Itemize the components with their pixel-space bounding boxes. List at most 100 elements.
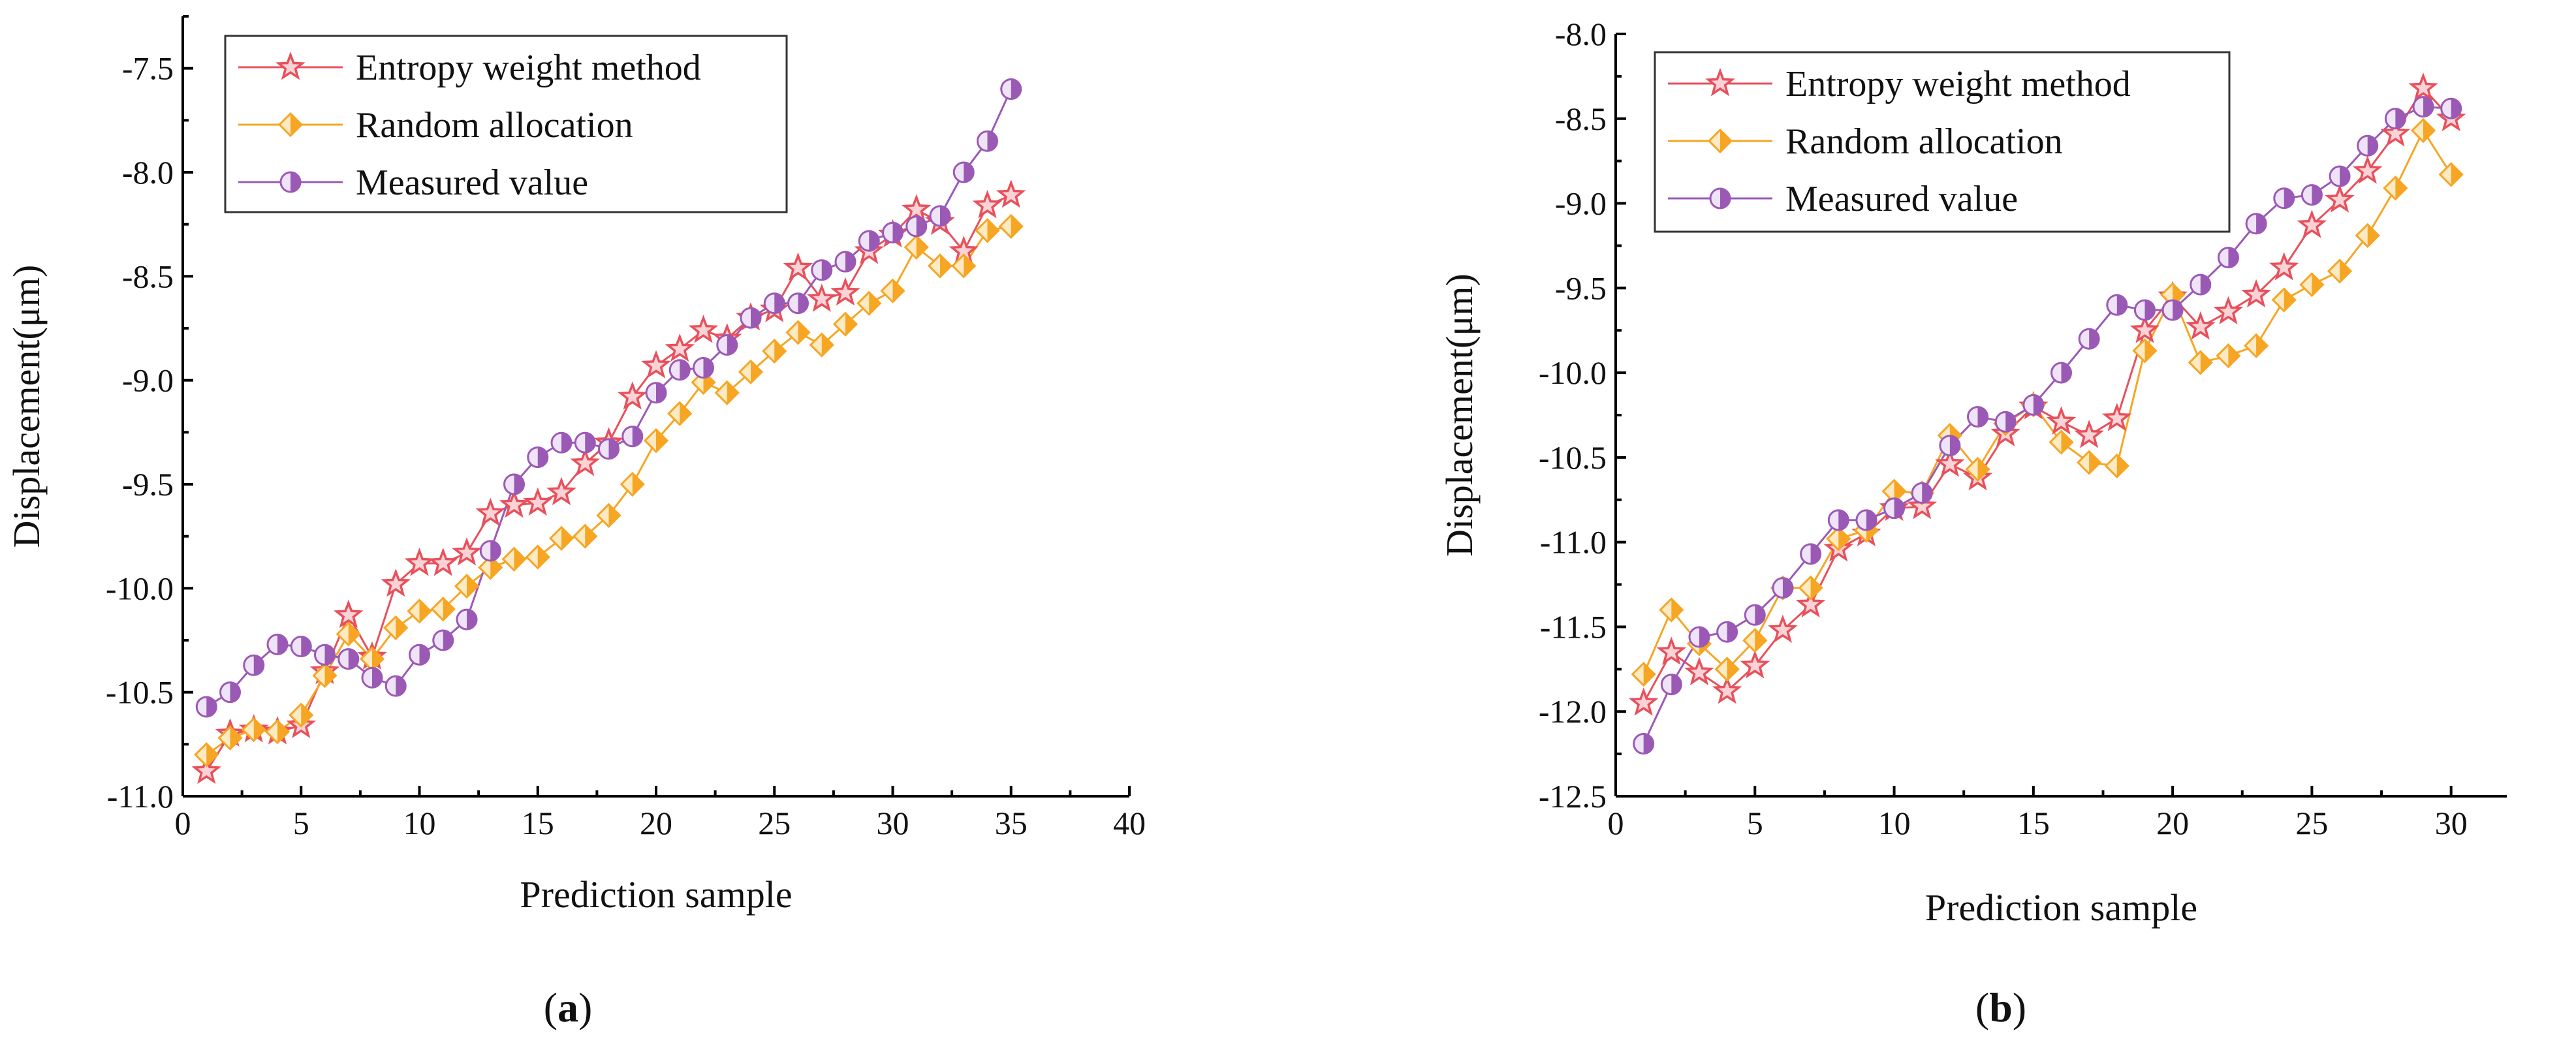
panel-b-series-0-point-2	[1684, 657, 1714, 685]
panel-a-series-1-point-27-fill	[845, 313, 856, 335]
panel-a-series-1-point-3	[264, 719, 291, 745]
panel-b-series-0-point-18	[2129, 315, 2160, 343]
panel-a-series-2-point-11-fill	[467, 610, 477, 630]
panel-a-series-2-point-26	[811, 259, 833, 281]
panel-b-series-1-point-7-fill	[1838, 527, 1850, 550]
panel-b-series-2-point-7-fill	[1838, 510, 1849, 530]
chart-panel-b: 0 5 10 15 20 25 30 -12.5-12.0-11.5-11.0-10.5-1…	[1438, 16, 2507, 1031]
panel-b-series-1-point-21-fill	[2228, 345, 2240, 367]
panel-a-series-0-point-18	[617, 381, 648, 410]
panel-b-series-2-point-25	[2329, 165, 2351, 187]
panel-a-series-2-point-32	[952, 161, 975, 183]
panel-b-series-2-point-16-fill	[2089, 329, 2099, 349]
panel-a-series-1-point-24	[762, 338, 787, 364]
panel-b-y-tick-label-3: -11.0	[1540, 524, 1607, 561]
panel-b-legend: Entropy weight method Random allocation Me…	[1654, 51, 2231, 233]
panel-b-series-1-point-26	[2355, 223, 2380, 248]
panel-a-series-0-point-11	[452, 537, 482, 566]
panel-a-series-2-point-13-fill	[514, 474, 524, 494]
panel-a-series-1-point-8	[383, 615, 409, 641]
panel-a-series-2-point-27	[834, 251, 856, 273]
panel-a-series-2-point-15-fill	[561, 433, 572, 453]
panel-b-x-ticks: 0 5 10 15 20 25 30	[1608, 786, 2468, 841]
panel-a-series-1-point-33-fill	[987, 219, 999, 242]
panel-b-y-tick-label-1: -12.0	[1539, 693, 1607, 730]
panel-a-series-2-point-3	[266, 633, 289, 655]
panel-b-series-1-point-23	[2271, 287, 2297, 313]
panel-b-series-1-point-6-fill	[1810, 576, 1822, 599]
panel-b-x-tick-label-0: 0	[1608, 805, 1624, 841]
panel-a-series-1-point-2-fill	[253, 719, 265, 741]
panel-b-series-1-point-18-fill	[2144, 339, 2156, 362]
panel-a-legend-marker-2-fill	[291, 172, 300, 192]
panel-a-series-2-point-34	[1000, 78, 1022, 101]
panel-b-series-0-point-4	[1740, 650, 1770, 679]
panel-b-series-1-point-16	[2077, 450, 2102, 475]
panel-b-series-1-point-24	[2299, 272, 2325, 298]
panel-b-series-2-point-24	[2301, 184, 2323, 206]
panel-a-series-0-point-0	[191, 755, 222, 785]
panel-a-series-2-point-10	[432, 629, 454, 651]
panel-a-series-0-point-27	[830, 277, 860, 306]
panel-a-series-0-point-12	[475, 497, 505, 527]
panel-a-series-1-point-10-fill	[443, 598, 454, 621]
panel-b-x-tick-label-4: 20	[2156, 805, 2189, 841]
panel-b-label: (b)	[1975, 984, 2026, 1031]
panel-a-series-1-point-5	[312, 663, 338, 689]
panel-b-series-2-point-14-fill	[2033, 395, 2043, 415]
panel-a-series-1-point-17-fill	[608, 504, 620, 527]
panel-b-series-1-point-0-fill	[1643, 663, 1655, 686]
panel-b-series-2-point-6	[1800, 543, 1822, 565]
panel-b-series-2-point-15	[2050, 362, 2072, 384]
panel-a-series-2-point-4-fill	[301, 636, 311, 657]
panel-a-series-2-point-30	[905, 215, 928, 238]
panel-b-y-tick-label-9: -8.0	[1555, 16, 1607, 52]
panel-b-series-2-point-4	[1744, 604, 1766, 626]
panel-b-series-2-point-19-fill	[2173, 300, 2183, 320]
panel-b-x-tick-label-3: 15	[2017, 805, 2050, 841]
panel-b-series-2-point-5-fill	[1782, 578, 1793, 598]
panel-b-series-1-point-20-fill	[2200, 351, 2212, 374]
panel-b-legend-label-0: Entropy weight method	[1785, 64, 2131, 104]
panel-b-series-2-point-6-fill	[1810, 544, 1821, 564]
panel-a-x-tick-label-5: 25	[758, 805, 791, 841]
panel-b-series-0-point-20	[2185, 311, 2216, 340]
panel-a-series-1-point-34	[998, 213, 1024, 239]
panel-a-y-tick-label-7: -7.5	[122, 50, 174, 87]
panel-a-y-axis-title: Displacement(μm)	[5, 265, 48, 548]
panel-a-series-2-point-4	[290, 636, 312, 658]
panel-b-series-1-point-17-fill	[2116, 454, 2128, 477]
panel-a-series-1-point-3-fill	[277, 721, 289, 743]
panel-a-series-2-point-17	[598, 438, 620, 460]
panel-a-series-0-point-21	[688, 315, 719, 343]
panel-b-series-0-point-0	[1628, 687, 1659, 716]
panel-b-y-tick-label-8: -8.5	[1555, 101, 1607, 137]
panel-a-series-2-point-28	[858, 230, 880, 252]
panel-a-series-2-point-5-fill	[324, 645, 335, 665]
panel-a-series-0-point-6	[333, 599, 364, 629]
panel-a-series-1-point-13	[501, 546, 527, 572]
panel-a-x-ticks: 0 5 10 15 20 25 30 35 40	[175, 786, 1146, 841]
panel-b-series-1-point-24-fill	[2312, 273, 2323, 296]
panel-b-series-1-point-17	[2104, 453, 2129, 478]
panel-a-series-2-point-24	[763, 292, 785, 315]
panel-a-series-1-point-11	[454, 574, 480, 599]
panel-b-series-2-point-12	[1967, 406, 1989, 428]
panel-a-series-2-point-33-fill	[987, 131, 997, 151]
panel-b-series-2-point-12-fill	[1977, 407, 1988, 427]
panel-a-series-1-point-4-fill	[301, 704, 313, 726]
panel-b-series-2-point-15-fill	[2061, 363, 2071, 383]
panel-a-series-1-point-9	[407, 598, 432, 624]
panel-a-series-2-point-14-fill	[537, 447, 548, 467]
panel-a-series-1-point-30-fill	[916, 236, 928, 258]
panel-b-series-2-point-18-fill	[2144, 300, 2155, 320]
panel-b-series-2-point-7	[1827, 509, 1849, 531]
panel-a-x-tick-label-6: 30	[877, 805, 909, 841]
panel-a-series-1-point-22	[714, 380, 740, 405]
panel-a-series-1-point-22-fill	[727, 381, 738, 404]
panel-b-series-1-point-15-fill	[2061, 431, 2073, 454]
panel-a-series-0-point-16	[570, 448, 601, 476]
panel-b-series-2-point-10	[1911, 482, 1933, 504]
panel-a-series-1-point-20-fill	[680, 402, 691, 425]
